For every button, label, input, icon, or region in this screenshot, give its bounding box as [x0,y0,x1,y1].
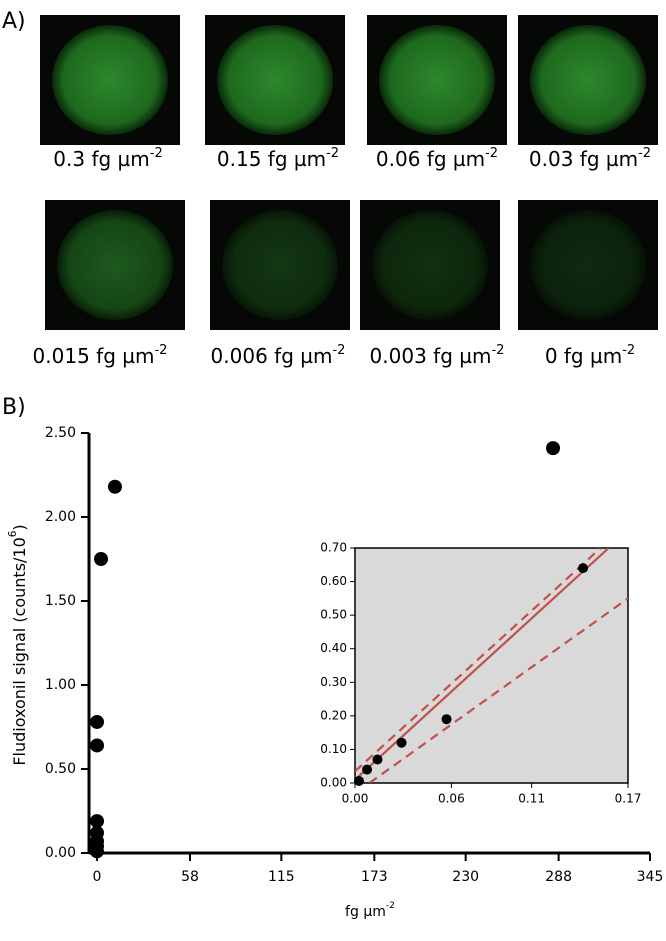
cell-fluorescence [222,210,338,320]
cell-fluorescence [379,25,495,135]
cell-fluorescence [217,25,333,135]
text-part: 0.006 fg µm [211,344,333,368]
text-part: 0.06 fg µm [376,147,485,171]
text-part: 0.003 fg µm [370,344,492,368]
image-caption: 0.006 fg µm-2 [211,343,346,368]
text-part: Fludioxonil signal (counts/10 [10,537,29,765]
text-part: 0 fg µm [545,344,622,368]
inset-y-tick-label: 0.50 [320,608,347,622]
point [578,563,589,574]
image-caption: 0.3 fg µm-2 [53,146,162,171]
image-caption: 0 fg µm-2 [545,343,635,368]
x-tick-label: 58 [181,869,199,885]
cell-fluorescence [57,210,173,320]
inset-x-tick-label: 0.11 [518,792,545,806]
inset-y-tick-label: 0.40 [320,641,347,655]
text-part: -2 [332,343,345,358]
inset-y-tick-label: 0.20 [320,708,347,722]
x-tick-label: 230 [452,869,479,885]
fit-line [368,597,628,783]
y-tick-label: 0.50 [45,761,76,777]
point [372,754,383,765]
point [90,714,105,729]
x-tick-label: 345 [637,869,664,885]
point [441,714,452,725]
x-axis-label: fg µm-2 [345,901,395,921]
inset-x-tick-label: 0.06 [438,792,465,806]
inset-y-tick-label: 0.60 [320,574,347,588]
text-part: -2 [485,146,498,161]
fit-line [355,548,602,773]
cell-fluorescence [52,25,168,135]
point [90,814,105,829]
text-part: 0.3 fg µm [53,147,149,171]
point [362,764,373,775]
y-axis-label: Fludioxonil signal (counts/106) [7,524,29,765]
x-tick-label: 288 [545,869,572,885]
image-caption: 0.015 fg µm-2 [33,343,168,368]
y-tick-label: 1.50 [45,593,76,609]
panel-label: A) [2,9,26,34]
inset-background [354,547,629,784]
text-part: fg µm [345,904,386,920]
text-part: -2 [386,901,395,911]
text-part: 0.15 fg µm [217,147,326,171]
y-tick-label: 2.00 [45,509,76,525]
text-part: 0.03 fg µm [529,147,638,171]
point [354,775,365,786]
point [396,737,407,748]
cell-fluorescence [530,210,646,320]
point [90,825,105,840]
text-part: -2 [154,343,167,358]
inset-y-tick-label: 0.00 [320,776,347,790]
text-part: -2 [326,146,339,161]
x-tick-label: 115 [268,869,295,885]
x-tick-label: 173 [361,869,388,885]
inset-y-tick-label: 0.70 [320,541,347,555]
inset-y-tick-label: 0.10 [320,742,347,756]
cell-fluorescence [530,25,646,135]
x-tick-label: 0 [93,869,102,885]
cell-fluorescence [372,210,488,320]
text-part: ) [10,524,29,530]
image-caption: 0.03 fg µm-2 [529,146,651,171]
image-caption: 0.003 fg µm-2 [370,343,505,368]
inset-x-tick-label: 0.17 [615,792,642,806]
text-part: 6 [7,531,19,538]
image-caption: 0.15 fg µm-2 [217,146,339,171]
panel-label: B) [2,395,26,420]
point [107,479,122,494]
text-part: -2 [150,146,163,161]
text-part: -2 [622,343,635,358]
text-part: -2 [491,343,504,358]
point [546,441,561,456]
text-part: 0.015 fg µm [33,344,155,368]
image-caption: 0.06 fg µm-2 [376,146,498,171]
text-part: -2 [638,146,651,161]
inset-x-tick-label: 0.00 [342,792,369,806]
y-tick-label: 0.00 [45,845,76,861]
point [90,738,105,753]
point [94,552,109,566]
y-tick-label: 2.50 [45,425,76,441]
y-tick-label: 1.00 [45,677,76,693]
inset-y-tick-label: 0.30 [320,675,347,689]
